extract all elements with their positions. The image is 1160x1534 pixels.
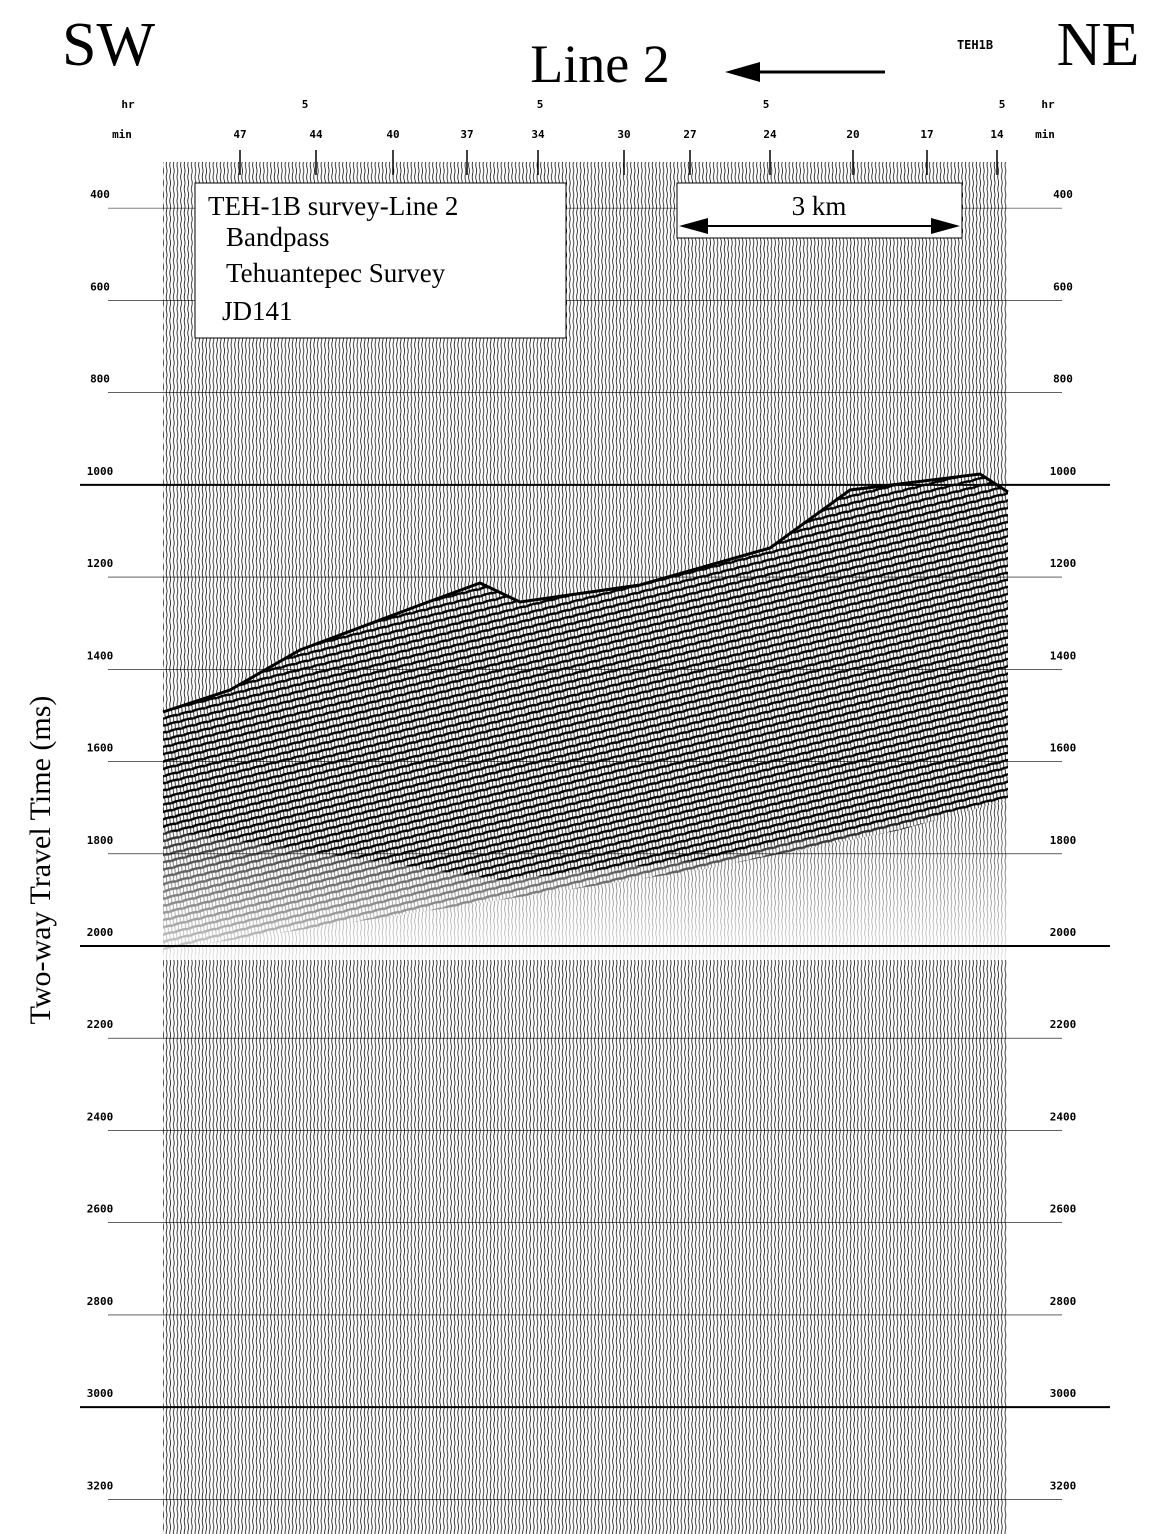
y-tick-label: 2200 (87, 1018, 114, 1031)
y-tick-label: 1000 (87, 465, 114, 478)
min-tick-label: 14 (990, 128, 1004, 141)
y-tick-label: 1400 (87, 649, 114, 662)
y-tick-label: 600 (1053, 280, 1073, 293)
y-tick-label: 1800 (1050, 834, 1077, 847)
y-tick-label: 3200 (87, 1479, 114, 1492)
reflector-fade (163, 800, 1008, 960)
y-tick-label: 2000 (87, 926, 114, 939)
min-tick-label: 40 (386, 128, 399, 141)
y-tick-label: 800 (90, 373, 110, 386)
y-tick-label: 1200 (87, 557, 114, 570)
y-tick-label: 800 (1053, 373, 1073, 386)
y-tick-label: 2600 (87, 1203, 114, 1216)
y-axis-label: Two-way Travel Time (ms) (24, 696, 57, 1025)
y-tick-label: 2600 (1050, 1203, 1077, 1216)
y-tick-label: 2000 (1050, 926, 1077, 939)
scale-arrow (931, 218, 960, 234)
min-tick-label: 44 (309, 128, 323, 141)
scale-arrow (679, 218, 708, 234)
info-line: JD141 (222, 296, 293, 326)
y-tick-label: 1000 (1050, 465, 1077, 478)
y-tick-label: 1800 (87, 834, 114, 847)
hr-tick-label: 5 (537, 98, 544, 111)
title: Line 2 (530, 34, 669, 94)
reflector-zone (163, 474, 1008, 950)
y-tick-label: 2400 (87, 1110, 114, 1123)
line-code: TEH1B (957, 38, 993, 52)
info-line: TEH-1B survey-Line 2 (208, 191, 458, 221)
info-line: Tehuantepec Survey (226, 258, 446, 288)
scale-label: 3 km (792, 191, 847, 221)
sw-label: SW (62, 11, 155, 79)
arrow-head (725, 62, 760, 82)
y-tick-label: 2800 (87, 1295, 114, 1308)
hr-tick-label: 5 (763, 98, 770, 111)
ne-label: NE (1057, 11, 1140, 79)
min-tick-label: 20 (846, 128, 859, 141)
min-tick-label: 47 (233, 128, 246, 141)
info-line: Bandpass (226, 222, 330, 252)
hr-tick-label: 5 (302, 98, 309, 111)
y-tick-label: 2200 (1050, 1018, 1077, 1031)
min-tick-label: 24 (763, 128, 777, 141)
y-tick-label: 1400 (1050, 649, 1077, 662)
hr-label: hr (121, 98, 135, 111)
hr-label: hr (1041, 98, 1055, 111)
y-tick-label: 1200 (1050, 557, 1077, 570)
min-tick-label: 30 (617, 128, 630, 141)
min-tick-label: 17 (920, 128, 933, 141)
min-tick-label: 27 (683, 128, 696, 141)
min-label: min (112, 128, 132, 141)
y-tick-label: 400 (1053, 188, 1073, 201)
min-label: min (1035, 128, 1055, 141)
y-tick-label: 3200 (1050, 1479, 1077, 1492)
hr-tick-label: 5 (999, 98, 1006, 111)
y-tick-label: 400 (90, 188, 110, 201)
y-tick-label: 3000 (87, 1387, 114, 1400)
y-tick-label: 1600 (1050, 742, 1077, 755)
y-tick-label: 3000 (1050, 1387, 1077, 1400)
min-tick-label: 34 (531, 128, 545, 141)
scale-box (676, 182, 963, 239)
y-tick-label: 600 (90, 280, 110, 293)
y-tick-label: 2400 (1050, 1110, 1077, 1123)
y-tick-label: 2800 (1050, 1295, 1077, 1308)
info-box (194, 182, 567, 339)
y-tick-label: 1600 (87, 742, 114, 755)
min-tick-label: 37 (460, 128, 473, 141)
